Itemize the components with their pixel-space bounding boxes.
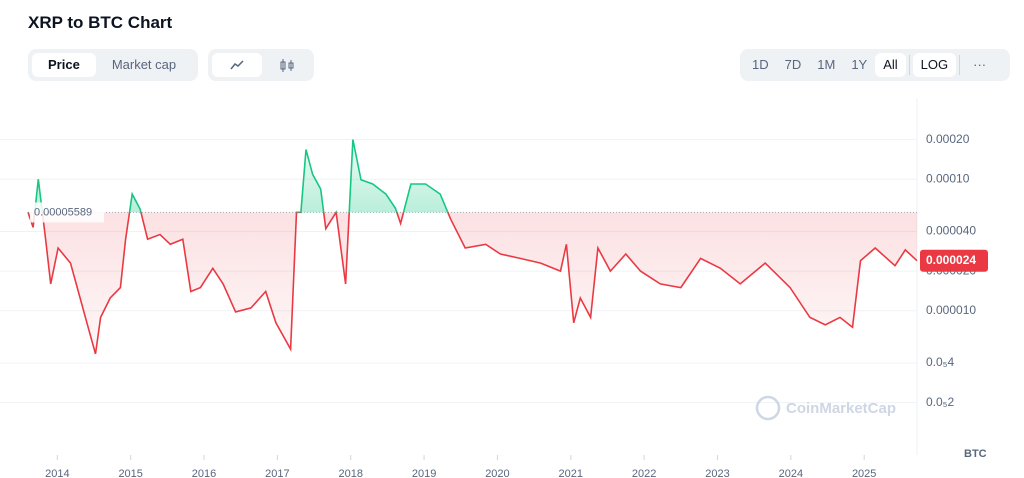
y-tick-label: 0.00020: [926, 132, 970, 146]
range-button[interactable]: 7D: [784, 57, 802, 72]
view-toggle: Price Market cap: [28, 49, 198, 81]
separator: [959, 55, 961, 75]
range-button[interactable]: 1M: [817, 57, 836, 72]
price-button[interactable]: Price: [32, 53, 96, 77]
last-price-bg: [920, 249, 988, 272]
x-tick-label: 2024: [779, 468, 803, 478]
range-toggle: 1D 7D 1M 1Y All LOG ···: [740, 49, 1010, 81]
separator: [908, 55, 910, 75]
range-button[interactable]: 1Y: [851, 57, 868, 72]
range-button[interactable]: All: [875, 53, 906, 77]
candle-button[interactable]: [262, 53, 312, 77]
y-tick-label: 0.000010: [926, 303, 976, 317]
log-button[interactable]: LOG: [912, 53, 957, 77]
x-tick-label: 2020: [485, 468, 509, 478]
x-tick-label: 2021: [559, 468, 583, 478]
watermark-logo: [755, 395, 781, 421]
market-cap-button[interactable]: Market cap: [111, 57, 177, 72]
last-price-label: 0.000024: [926, 253, 976, 267]
chart: 0.000200.000100.0000400.0000200.0000100.…: [0, 98, 988, 478]
x-tick-label: 2017: [265, 468, 289, 478]
x-tick-label: 2014: [45, 468, 69, 478]
line-button[interactable]: [212, 53, 262, 77]
x-tick-label: 2019: [412, 468, 436, 478]
baseline-label-bg: [30, 202, 104, 223]
baseline-label: 0.00005589: [34, 206, 92, 218]
y-tick-label: 0.0₅2: [926, 395, 955, 409]
x-tick-label: 2015: [118, 468, 142, 478]
x-tick-label: 2022: [632, 468, 656, 478]
line-icon: [230, 60, 244, 70]
price-line: [27, 139, 918, 355]
y-tick-label: 0.0₅4: [926, 355, 955, 369]
y-unit: BTC: [964, 448, 987, 460]
y-tick-label: 0.000040: [926, 224, 976, 238]
x-tick-label: 2018: [338, 468, 362, 478]
chart-type-toggle: [208, 49, 314, 81]
watermark: CoinMarketCap: [786, 400, 896, 417]
x-tick-label: 2016: [192, 468, 216, 478]
area: [28, 139, 917, 354]
y-tick-label: 0.00010: [926, 171, 970, 185]
more-button[interactable]: ···: [973, 57, 987, 72]
range-button[interactable]: 1D: [752, 57, 769, 72]
chart-title: XRP to BTC Chart: [28, 13, 173, 32]
candle-icon: [280, 59, 294, 72]
x-tick-label: 2025: [852, 468, 876, 478]
x-tick-label: 2023: [705, 468, 729, 478]
